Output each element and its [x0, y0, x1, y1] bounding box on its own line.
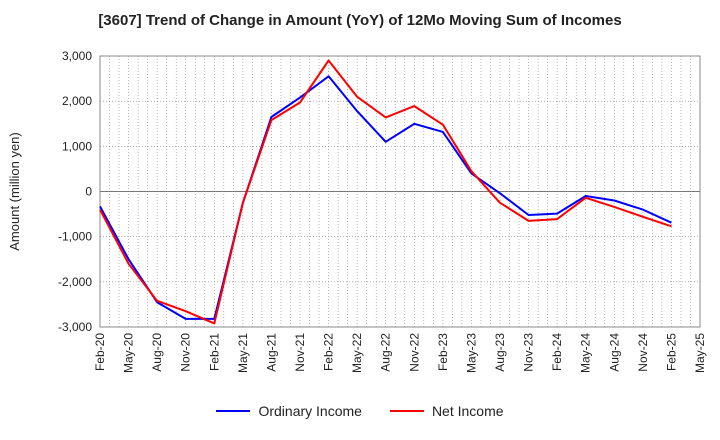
legend-swatch-ordinary-income — [216, 410, 251, 412]
data-point-ordinary-income — [556, 213, 558, 215]
y-tick-label: 1,000 — [62, 139, 92, 153]
data-point-net-income — [528, 220, 530, 222]
y-tick-label: 3,000 — [62, 49, 92, 63]
legend-swatch-net-income — [389, 410, 424, 412]
x-tick-label: Nov-23 — [522, 333, 536, 372]
y-tick-label: -3,000 — [58, 320, 92, 334]
series-lines — [99, 59, 672, 325]
data-point-net-income — [413, 105, 415, 107]
x-tick-label: May-24 — [579, 333, 593, 373]
data-point-ordinary-income — [128, 258, 130, 260]
data-point-ordinary-income — [642, 209, 644, 211]
data-point-ordinary-income — [670, 222, 672, 224]
data-point-net-income — [442, 124, 444, 126]
grid — [99, 55, 701, 328]
x-tick-label: Aug-21 — [264, 333, 278, 372]
legend-item-ordinary-income: Ordinary Income — [216, 403, 362, 419]
x-tick-label: Aug-24 — [607, 333, 621, 372]
x-tick-label: May-21 — [236, 333, 250, 373]
data-point-net-income — [470, 170, 472, 172]
data-point-net-income — [156, 300, 158, 302]
y-tick-label: 2,000 — [62, 94, 92, 108]
data-point-net-income — [585, 197, 587, 199]
data-point-net-income — [270, 119, 272, 121]
x-tick-label: Feb-22 — [322, 333, 336, 371]
data-point-net-income — [213, 322, 215, 324]
data-point-ordinary-income — [585, 195, 587, 197]
plot-border — [99, 55, 701, 328]
data-point-net-income — [385, 116, 387, 118]
data-point-net-income — [499, 202, 501, 204]
data-point-ordinary-income — [356, 110, 358, 112]
data-point-ordinary-income — [299, 97, 301, 99]
data-point-net-income — [328, 60, 330, 62]
data-point-ordinary-income — [185, 318, 187, 320]
x-tick-label: May-22 — [350, 333, 364, 373]
data-point-net-income — [356, 96, 358, 98]
legend-label-net-income: Net Income — [431, 403, 504, 419]
y-tick-label: 0 — [85, 185, 92, 199]
data-point-ordinary-income — [613, 200, 615, 202]
data-point-ordinary-income — [99, 205, 101, 207]
x-tick-label: May-20 — [122, 333, 136, 373]
x-tick-label: Nov-22 — [407, 333, 421, 372]
x-tick-label: Aug-22 — [379, 333, 393, 372]
data-point-ordinary-income — [328, 75, 330, 77]
x-tick-label: Nov-24 — [636, 333, 650, 372]
data-point-ordinary-income — [528, 214, 530, 216]
data-point-ordinary-income — [270, 116, 272, 118]
legend-item-net-income: Net Income — [389, 403, 504, 419]
data-point-net-income — [185, 310, 187, 312]
x-tick-label: Feb-24 — [550, 333, 564, 371]
data-point-net-income — [613, 206, 615, 208]
y-tick-label: -2,000 — [58, 275, 92, 289]
data-point-net-income — [642, 216, 644, 218]
x-tick-label: Aug-20 — [150, 333, 164, 372]
tick-labels: -3,000 -2,000 -1,000 0 1,000 2,000 3,000 Feb-20… — [7, 49, 707, 373]
x-tick-label: Nov-21 — [293, 333, 307, 372]
data-point-ordinary-income — [413, 123, 415, 125]
chart-title: [3607] Trend of Change in Amount (YoY) o… — [98, 12, 622, 29]
data-point-ordinary-income — [499, 192, 501, 194]
y-axis-title: Amount (million yen) — [7, 132, 22, 251]
legend-label-ordinary-income: Ordinary Income — [258, 403, 362, 419]
data-point-net-income — [299, 102, 301, 104]
x-tick-label: May-23 — [464, 333, 478, 373]
legend: Ordinary Income Net Income — [0, 403, 720, 419]
data-point-ordinary-income — [442, 131, 444, 133]
x-tick-label: Nov-20 — [179, 333, 193, 372]
data-point-net-income — [670, 225, 672, 227]
data-point-net-income — [128, 263, 130, 265]
axes — [99, 55, 701, 328]
data-point-net-income — [99, 209, 101, 211]
data-point-ordinary-income — [385, 141, 387, 143]
x-tick-label: Feb-25 — [664, 333, 678, 371]
y-tick-label: -1,000 — [58, 230, 92, 244]
x-tick-label: Feb-21 — [207, 333, 221, 371]
data-point-net-income — [242, 202, 244, 204]
x-tick-label: May-25 — [693, 333, 707, 373]
series-line-ordinary-income — [99, 75, 672, 320]
x-tick-label: Aug-23 — [493, 333, 507, 372]
series-line-net-income — [99, 59, 672, 325]
x-tick-label: Feb-23 — [436, 333, 450, 371]
data-point-net-income — [556, 218, 558, 220]
x-tick-label: Feb-20 — [93, 333, 107, 371]
